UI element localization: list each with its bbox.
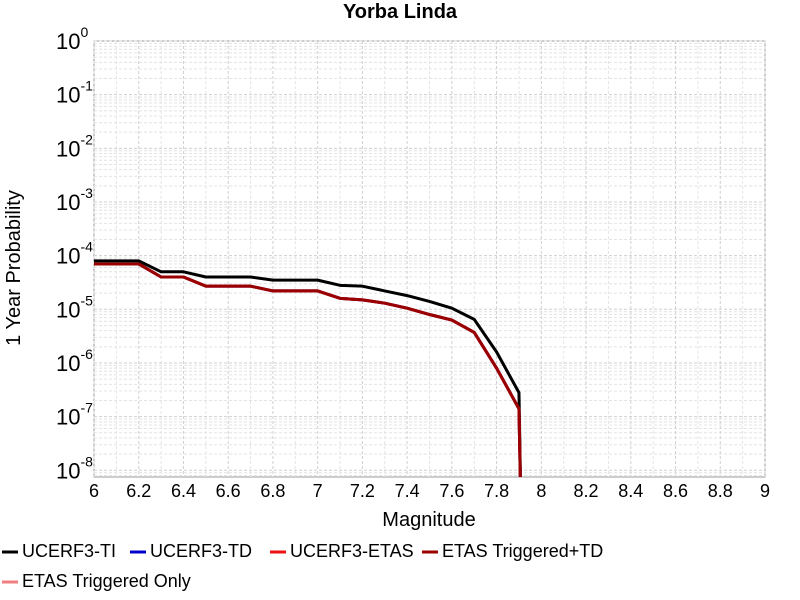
x-tick-label: 6.6 — [216, 481, 241, 501]
x-tick-label: 9 — [760, 481, 770, 501]
x-tick-label: 8.4 — [618, 481, 643, 501]
x-tick-label: 8.8 — [708, 481, 733, 501]
series-line — [94, 262, 522, 477]
y-tick-label: 10-4 — [56, 239, 93, 269]
y-tick-label: 10-1 — [56, 78, 93, 108]
legend-label: UCERF3-ETAS — [290, 541, 414, 561]
x-tick-label: 8 — [536, 481, 546, 501]
chart-title: Yorba Linda — [343, 1, 458, 23]
legend-label: UCERF3-TD — [150, 541, 252, 561]
x-tick-label: 6 — [89, 481, 99, 501]
x-tick-label: 7.2 — [350, 481, 375, 501]
series-group — [94, 259, 522, 477]
x-tick-label: 6.2 — [126, 481, 151, 501]
legend-label: ETAS Triggered Only — [22, 571, 191, 591]
y-tick-label: 10-8 — [56, 453, 93, 483]
y-tick-label: 10-2 — [56, 131, 93, 161]
y-tick-label: 10-6 — [56, 346, 93, 376]
x-tick-label: 7.8 — [484, 481, 509, 501]
y-tick-label: 10-7 — [56, 400, 93, 430]
x-tick-label: 7.6 — [439, 481, 464, 501]
x-tick-label: 6.8 — [260, 481, 285, 501]
y-tick-label: 100 — [56, 24, 88, 54]
legend-label: UCERF3-TI — [22, 541, 116, 561]
x-tick-label: 7 — [313, 481, 323, 501]
x-tick-label: 6.4 — [171, 481, 196, 501]
x-tick-label: 8.6 — [663, 481, 688, 501]
legend-label: ETAS Triggered+TD — [442, 541, 603, 561]
series-line — [94, 259, 522, 477]
y-tick-label: 10-5 — [56, 292, 93, 322]
x-tick-label: 7.4 — [395, 481, 420, 501]
x-axis-label: Magnitude — [382, 509, 475, 531]
x-tick-label: 8.2 — [574, 481, 599, 501]
y-tick-label: 10-3 — [56, 185, 93, 215]
y-axis-label: 1 Year Probability — [3, 190, 25, 346]
